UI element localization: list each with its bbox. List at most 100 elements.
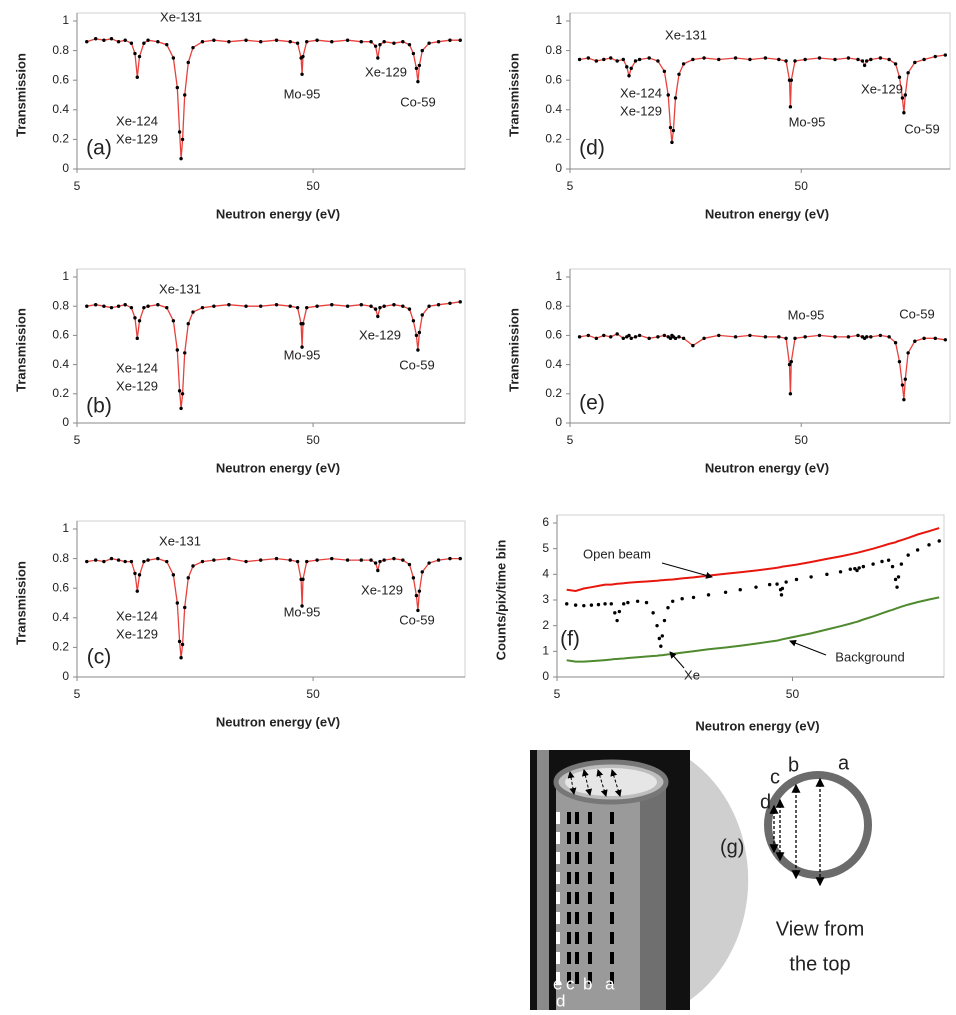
data-point [681,336,686,341]
data-point [855,568,859,573]
data-point [305,305,309,310]
plot-frame [76,268,466,424]
data-point [301,577,305,582]
data-point [146,38,150,42]
data-point [274,303,279,307]
x-axis-title: Neutron energy (eV) [695,718,819,733]
data-point [933,336,937,341]
data-point [186,576,190,580]
data-point [933,54,937,59]
data-point [156,556,160,561]
y-tick-label: 0.2 [52,386,69,400]
data-point [200,40,205,44]
data-point [784,336,788,341]
y-tick-label: 0.2 [52,640,69,654]
y-tick-label: 0.4 [52,102,69,116]
data-point [586,56,591,60]
y-tick-label: 1 [555,269,562,283]
data-point [85,40,89,44]
pipe-circle [764,771,872,879]
annotation: Xe-124 [116,360,158,375]
data-point [609,602,613,606]
annotation: Xe-131 [160,9,202,24]
data-point [655,623,659,628]
data-point [458,556,462,561]
data-point [615,332,619,336]
y-axis-title: Transmission [506,308,521,392]
annotation: Open beam [583,546,651,561]
annotation: Xe-129 [359,327,401,342]
data-point [200,305,205,310]
data-point [116,304,121,308]
data-point [635,599,640,603]
y-tick-label: 0.4 [52,610,69,624]
annotation: Xe-129 [620,103,662,118]
data-point [301,54,305,59]
x-tick-label: 50 [306,179,320,193]
data-point [817,56,822,60]
data-point [817,333,822,338]
data-point [767,582,772,587]
data-point [848,567,852,571]
data-point [129,305,134,310]
data-point [142,559,146,564]
data-point [116,558,121,562]
data-point [913,339,917,343]
y-tick-label: 0.8 [545,43,562,57]
y-tick-label: 3 [542,592,549,606]
annotation: Xe-129 [116,626,158,641]
data-point [702,56,706,60]
data-point [180,642,185,647]
data-point [887,335,891,339]
data-point [691,343,695,348]
data-point [376,56,380,60]
data-point [411,319,416,323]
data-point [142,305,146,310]
data-point [865,335,869,339]
data-point [856,57,860,62]
caption: the top [789,953,850,975]
data-point [626,600,630,605]
annotation: Background [835,649,904,664]
data-point [93,303,98,307]
y-tick-label: 1 [555,13,562,27]
x-axis-title: Neutron energy (eV) [705,206,829,221]
data-point [890,564,895,569]
data-point [135,589,139,593]
data-point [417,63,422,68]
data-point [109,556,114,561]
data-point [186,322,190,326]
data-point [662,69,667,74]
data-point [943,338,948,342]
data-point [146,304,150,308]
data-point [392,556,396,561]
data-point [621,57,625,62]
image-label: c [566,974,575,993]
panel-label: (c) [87,646,112,669]
y-tick-label: 0.6 [52,580,69,594]
y-tick-label: 1 [62,13,69,27]
data-point [915,548,920,552]
data-point [359,558,363,562]
data-point [789,359,794,364]
data-point [102,38,106,42]
data-point [93,37,98,41]
annotation: Xe-124 [620,85,662,100]
data-point [594,336,599,341]
data-point [788,392,793,396]
data-point [902,111,906,115]
data-point [102,304,106,308]
x-tick-label: 5 [74,179,81,193]
x-tick-label: 50 [786,687,800,701]
data-point [376,568,380,573]
data-point [895,585,899,589]
image-label: b [583,974,592,993]
y-tick-label: 0 [555,415,562,429]
data-point [671,599,675,603]
data-point [359,40,363,44]
data-point [809,575,813,579]
data-point [416,79,420,84]
data-point [893,577,898,582]
data-point [647,56,651,60]
chart-panel: 0 0.2 0.4 0.6 0.8 1 5 50 Neutron energy (eV) Tran… [506,12,951,221]
